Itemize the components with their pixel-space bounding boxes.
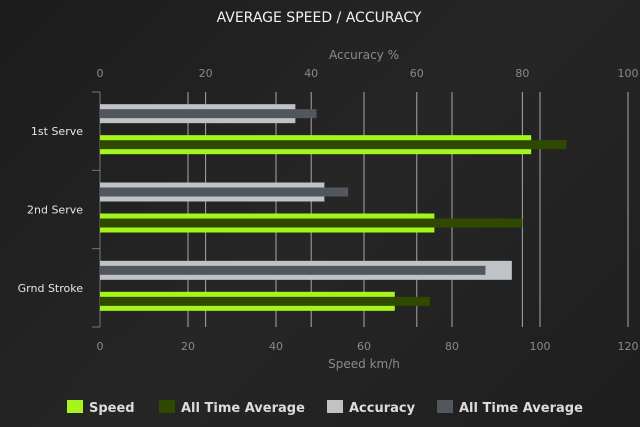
top-tick-label: 40	[304, 67, 318, 80]
legend-label: All Time Average	[459, 401, 583, 416]
bar-speed-average	[100, 296, 430, 306]
top-tick-label: 60	[410, 67, 424, 80]
bar-accuracy-average	[100, 187, 349, 197]
category-label: 2nd Serve	[27, 204, 83, 217]
bar-accuracy-average	[100, 109, 317, 119]
legend-swatch	[327, 400, 343, 413]
top-tick-label: 0	[97, 67, 104, 80]
legend-label: All Time Average	[181, 401, 305, 416]
top-axis-label: Accuracy %	[329, 48, 399, 62]
top-tick-label: 80	[515, 67, 529, 80]
top-tick-label: 100	[618, 67, 639, 80]
bottom-tick-label: 40	[269, 340, 283, 353]
legend-label: Accuracy	[349, 401, 416, 416]
legend-swatch	[67, 400, 83, 413]
category-label: 1st Serve	[31, 125, 83, 138]
legend-label: Speed	[89, 401, 135, 416]
bottom-axis-label: Speed km/h	[328, 357, 400, 371]
bottom-tick-label: 120	[618, 340, 639, 353]
legend-swatch	[159, 400, 175, 413]
bar-accuracy-average	[100, 265, 486, 275]
bottom-tick-label: 80	[445, 340, 459, 353]
bottom-tick-label: 20	[181, 340, 195, 353]
category-label: Grnd Stroke	[18, 282, 84, 295]
bottom-tick-label: 100	[530, 340, 551, 353]
legend-swatch	[437, 400, 453, 413]
bottom-tick-label: 0	[97, 340, 104, 353]
bar-speed-average	[100, 218, 523, 228]
bottom-tick-label: 60	[357, 340, 371, 353]
chart-title: AVERAGE SPEED / ACCURACY	[217, 10, 422, 26]
bar-speed-average	[100, 140, 567, 150]
top-tick-label: 20	[199, 67, 213, 80]
